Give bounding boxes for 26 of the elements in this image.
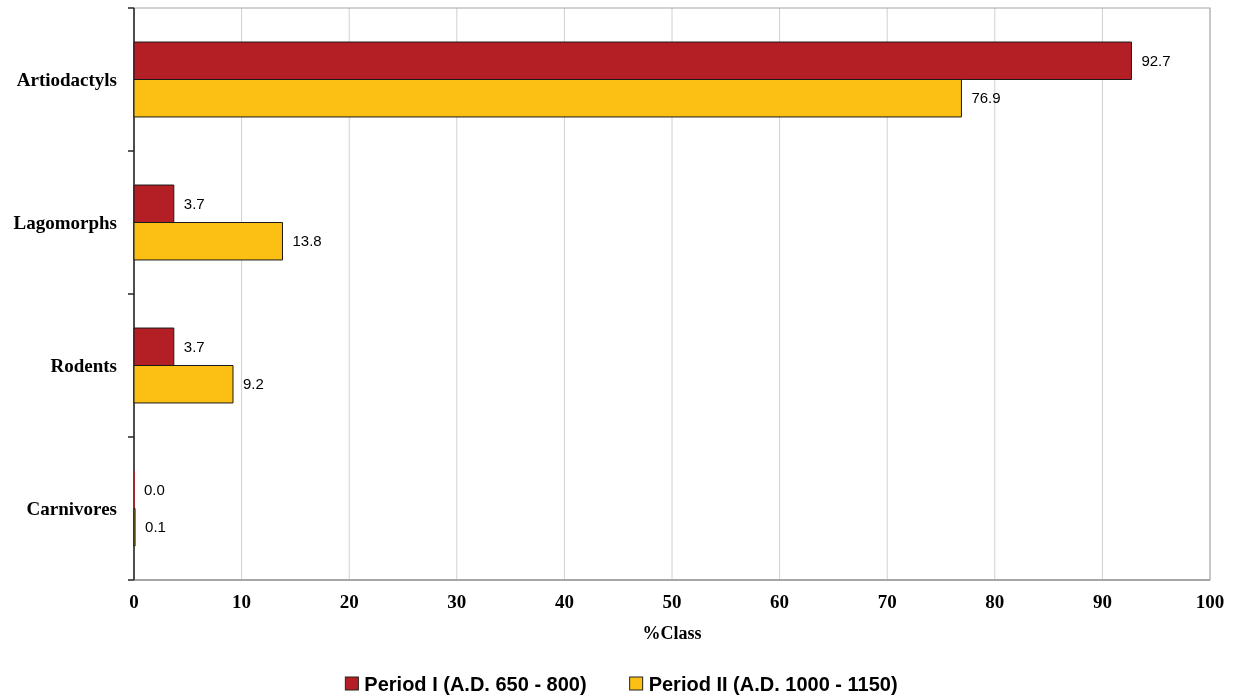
y-tick-label: Artiodactyls bbox=[16, 69, 117, 91]
y-tick-label: Lagomorphs bbox=[13, 212, 117, 234]
data-label: 9.2 bbox=[242, 375, 264, 393]
x-tick-label: 40 bbox=[554, 591, 574, 612]
y-tick-label: Rodents bbox=[50, 355, 117, 377]
x-tick-label: 70 bbox=[877, 591, 897, 612]
data-label: 76.9 bbox=[971, 89, 1001, 107]
x-tick-label: 80 bbox=[985, 591, 1005, 612]
data-label: 0.0 bbox=[144, 481, 165, 499]
x-tick-label: 90 bbox=[1092, 591, 1112, 612]
x-tick-label: 30 bbox=[447, 591, 467, 612]
data-label: 92.7 bbox=[1141, 52, 1171, 70]
x-tick-label: 50 bbox=[662, 591, 682, 612]
data-label: 3.7 bbox=[183, 195, 205, 213]
x-tick-label: 0 bbox=[129, 591, 139, 612]
x-tick-label: 20 bbox=[339, 591, 359, 612]
data-label: 3.7 bbox=[183, 338, 205, 356]
legend-label: Period I (A.D. 650 - 800) bbox=[364, 673, 587, 695]
y-tick-label: Carnivores bbox=[26, 498, 117, 520]
data-label: 0.1 bbox=[145, 518, 166, 536]
x-tick-label: 10 bbox=[232, 591, 252, 612]
data-label: 13.8 bbox=[292, 232, 322, 250]
legend-label: Period II (A.D. 1000 - 1150) bbox=[648, 673, 898, 695]
x-axis-title: %Class bbox=[642, 623, 702, 643]
x-tick-label: 100 bbox=[1195, 591, 1225, 612]
x-tick-label: 60 bbox=[770, 591, 790, 612]
